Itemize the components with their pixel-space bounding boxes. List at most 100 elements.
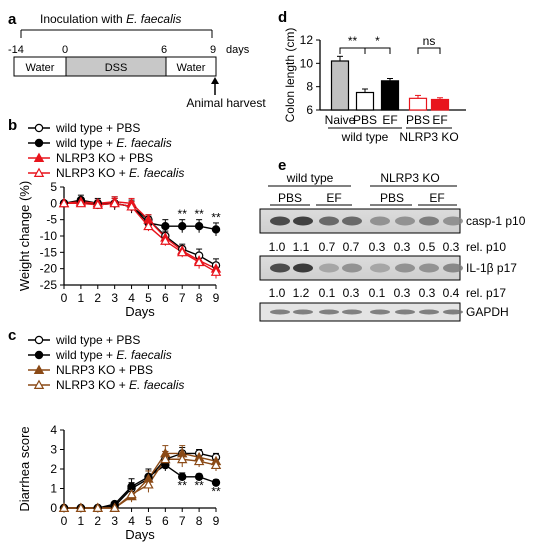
y-tick-label: 12 [300,33,314,47]
x-tick-label: 3 [111,291,118,305]
rel-p10-value: 0.5 [419,240,436,254]
y-tick-label: 4 [50,423,57,437]
blot-band [270,216,290,226]
data-point [75,502,87,512]
data-point [75,197,87,208]
blot-band [395,216,415,226]
blot-band [419,216,439,226]
data-point [126,488,137,499]
x-tick-label: Naive [325,113,356,127]
lane-pbs-ko: PBS [380,191,404,205]
y-tick-label: 5 [50,180,57,194]
legend-label: wild type + PBS [55,333,140,347]
significance-bracket [339,47,366,54]
x-tick-label: 1 [78,291,85,305]
blot-band [419,309,439,315]
blot-band [342,309,362,315]
x-tick-label: 8 [196,514,203,528]
legend-label: NLRP3 KO + PBS [56,151,153,165]
svg-text:Water: Water [177,62,206,74]
svg-text:Water: Water [26,62,55,74]
legend-marker [33,364,45,374]
blot-band [342,216,362,226]
legend-marker [33,152,45,162]
blot-bands [270,216,463,315]
bar [408,97,428,111]
lane-ef-ko: EF [429,191,444,205]
legend-label: NLRP3 KO + E. faecalis [56,378,184,392]
rel-p17-value: 0.1 [319,286,336,300]
blot-band [270,309,290,315]
group-label: wild type [341,130,389,144]
y-tick-label: 6 [306,103,313,117]
panel-label-b: b [8,117,17,134]
x-tick-label: 2 [94,514,101,528]
tick-6: 6 [161,44,167,56]
x-tick-label: EF [432,113,447,127]
bar [430,98,450,111]
lane-pbs-wt: PBS [278,191,302,205]
blot-band [419,263,439,273]
legend-marker [34,335,44,345]
y-axis-label: Colon length (cm) [283,28,297,123]
blot-band [319,263,339,273]
panel-label-c: c [8,327,16,344]
data-point [211,225,221,234]
data-point [177,453,188,464]
data-point [58,197,70,208]
rel-p17-value: 0.4 [443,286,460,300]
legend-marker [34,350,44,360]
blot-band [293,309,313,315]
x-axis-label: Days [125,527,155,542]
series-line [63,200,217,267]
y-tick-label: 3 [50,443,57,457]
y-tick-label: 8 [306,80,313,94]
series-line [63,200,217,270]
data-point [58,502,70,512]
x-tick-label: 5 [145,514,152,528]
rel-p17-value: 0.1 [369,286,386,300]
rel-p10-value: 0.7 [343,240,360,254]
y-tick-label: 0 [50,196,57,210]
y-tick-label: -5 [46,213,57,227]
rel-p10-value: 0.3 [369,240,386,254]
blot-band [443,263,463,273]
group-nlrp3ko: NLRP3 KO [380,171,439,185]
data-point [210,266,222,276]
y-tick-label: -10 [40,229,58,243]
x-tick-label: 5 [145,291,152,305]
x-tick-label: 9 [213,514,220,528]
data-point [143,220,154,231]
inoculation-label: Inoculation with E. faecalis [40,12,181,26]
data-point [92,502,103,512]
data-point [178,221,187,231]
significance-bracket [417,47,441,54]
label-gapdh: GAPDH [466,305,509,319]
legend-marker [34,138,44,148]
data-point [211,478,221,487]
rel-p17-value: 0.3 [394,286,411,300]
label-il1b: IL-1β p17 [466,261,517,275]
legend-marker [33,167,45,177]
rel-p10-value: 0.3 [394,240,411,254]
data-point [109,502,120,512]
x-tick-label: 0 [61,514,68,528]
blot-band [443,216,463,226]
significance-bracket [364,47,391,54]
y-axis-label: Diarrhea score [17,426,32,511]
series-line [64,458,217,509]
legend-label: wild type + E. faecalis [55,348,172,362]
legend-marker [34,123,44,133]
x-tick-label: 0 [61,291,68,305]
group-wildtype: wild type [286,171,334,185]
data-point [193,455,205,466]
data-point [109,197,120,208]
svg-text:DSS: DSS [105,62,128,74]
label-relp17: rel. p17 [466,286,506,300]
panel-a-timeline: Inoculation with E. faecalis -14 0 6 9 d… [8,12,266,110]
harvest-label: Animal harvest [186,96,266,110]
blot-band [370,216,390,226]
